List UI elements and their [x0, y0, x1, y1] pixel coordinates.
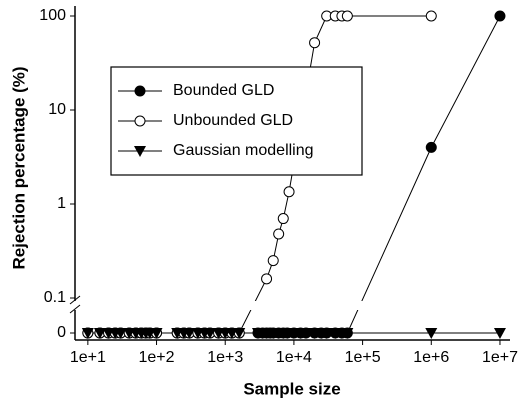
- legend: Bounded GLD Unbounded GLD Gaussian modelli…: [110, 66, 363, 176]
- axis-break: [69, 304, 81, 314]
- marker: [81, 328, 94, 339]
- x-tick-label: 1e+3: [207, 349, 243, 366]
- marker: [494, 10, 506, 22]
- marker: [341, 10, 353, 22]
- x-tick-label: 1e+5: [345, 349, 381, 366]
- legend-label: Gaussian modelling: [173, 142, 314, 159]
- marker: [277, 213, 289, 225]
- marker: [425, 141, 437, 153]
- marker: [233, 328, 246, 339]
- axis-break-gap: [67, 301, 518, 310]
- x-tick-label: 1e+4: [276, 349, 312, 366]
- marker: [183, 328, 196, 339]
- marker: [283, 186, 295, 198]
- x-tick-label: 1e+1: [70, 349, 106, 366]
- marker: [203, 328, 216, 339]
- marker: [267, 255, 279, 267]
- marker: [134, 85, 146, 97]
- y-axis-label: Rejection percentage (%): [9, 66, 28, 269]
- axis-break: [69, 295, 81, 305]
- marker: [493, 328, 506, 339]
- x-axis-label: Sample size: [243, 379, 340, 398]
- y-tick-label: 1: [57, 195, 66, 212]
- marker: [93, 328, 106, 339]
- marker: [261, 273, 273, 285]
- marker: [134, 115, 146, 127]
- marker: [273, 228, 285, 240]
- y-tick-label: 10: [48, 101, 66, 118]
- marker: [341, 328, 354, 339]
- marker: [309, 37, 321, 49]
- legend-label: Unbounded GLD: [173, 112, 293, 129]
- y-tick-label: 100: [39, 7, 66, 24]
- marker: [150, 328, 163, 339]
- x-tick-label: 1e+2: [139, 349, 175, 366]
- x-tick-label: 1e+6: [413, 349, 449, 366]
- marker: [425, 10, 437, 22]
- marker: [114, 328, 127, 339]
- marker: [425, 328, 438, 339]
- y-tick-label: 0: [57, 324, 66, 341]
- x-tick-label: 1e+7: [482, 349, 518, 366]
- marker: [320, 328, 333, 339]
- marker: [134, 146, 146, 157]
- marker: [300, 328, 313, 339]
- y-tick-label: 0.1: [44, 289, 66, 306]
- legend-label: Bounded GLD: [173, 82, 274, 99]
